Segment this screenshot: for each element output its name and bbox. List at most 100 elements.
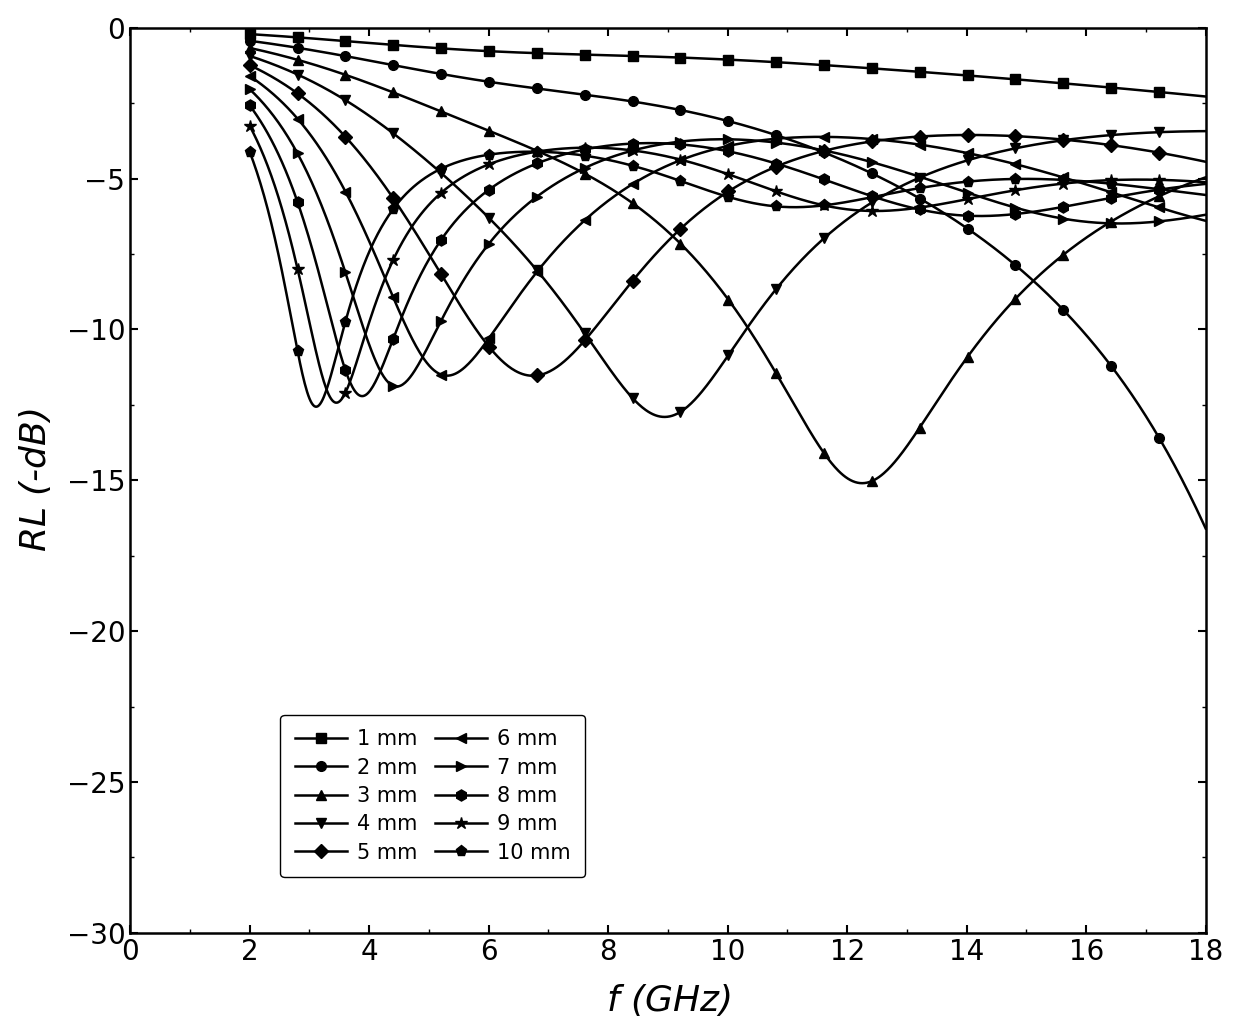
6 mm — [440, 369, 455, 382]
8 mm — [301, 230, 316, 242]
4 mm — [657, 411, 672, 423]
3 mm — [822, 455, 837, 468]
4 mm — [1066, 132, 1081, 145]
6 mm — [852, 132, 867, 145]
6 mm — [799, 130, 813, 143]
5 mm — [968, 128, 983, 141]
8 mm — [799, 167, 813, 179]
Line: 10 mm: 10 mm — [244, 146, 1211, 412]
5 mm — [242, 59, 257, 71]
1 mm — [967, 69, 982, 82]
6 mm — [823, 130, 838, 143]
10 mm — [853, 194, 868, 206]
8 mm — [968, 210, 983, 223]
4 mm — [968, 152, 983, 165]
7 mm — [242, 83, 257, 95]
5 mm — [1198, 155, 1213, 168]
9 mm — [301, 310, 316, 323]
5 mm — [799, 150, 813, 162]
10 mm — [970, 175, 985, 187]
Line: 6 mm: 6 mm — [244, 71, 1210, 381]
8 mm — [355, 390, 370, 403]
10 mm — [1198, 188, 1213, 201]
4 mm — [301, 73, 316, 86]
3 mm — [797, 417, 812, 430]
1 mm — [242, 28, 257, 40]
10 mm — [242, 146, 257, 158]
3 mm — [301, 57, 316, 69]
1 mm — [301, 32, 316, 45]
9 mm — [242, 120, 257, 132]
2 mm — [1198, 523, 1213, 535]
2 mm — [301, 43, 316, 56]
Line: 5 mm: 5 mm — [244, 60, 1210, 381]
7 mm — [1198, 208, 1213, 220]
10 mm — [800, 201, 815, 213]
7 mm — [389, 380, 404, 392]
8 mm — [1066, 199, 1081, 211]
Line: 1 mm: 1 mm — [244, 29, 1210, 101]
7 mm — [852, 153, 867, 166]
5 mm — [1066, 135, 1081, 147]
Line: 8 mm: 8 mm — [244, 100, 1211, 402]
9 mm — [1198, 176, 1213, 188]
10 mm — [301, 389, 316, 402]
7 mm — [1066, 214, 1081, 227]
9 mm — [823, 201, 838, 213]
1 mm — [852, 61, 867, 73]
5 mm — [301, 95, 316, 108]
7 mm — [968, 189, 983, 202]
9 mm — [329, 396, 343, 409]
4 mm — [799, 249, 813, 262]
1 mm — [822, 59, 837, 71]
7 mm — [799, 141, 813, 153]
10 mm — [525, 146, 539, 158]
8 mm — [242, 99, 257, 112]
2 mm — [822, 149, 837, 161]
6 mm — [301, 126, 316, 139]
3 mm — [242, 41, 257, 54]
7 mm — [301, 169, 316, 181]
6 mm — [1066, 175, 1081, 187]
8 mm — [823, 176, 838, 188]
8 mm — [1198, 178, 1213, 190]
7 mm — [823, 146, 838, 158]
10 mm — [1068, 175, 1083, 187]
4 mm — [823, 226, 838, 238]
X-axis label: $f$ (GHz): $f$ (GHz) — [605, 982, 730, 1018]
2 mm — [852, 161, 867, 174]
2 mm — [967, 228, 982, 240]
2 mm — [1065, 314, 1080, 326]
6 mm — [242, 69, 257, 82]
5 mm — [852, 137, 867, 149]
6 mm — [1198, 214, 1213, 227]
3 mm — [968, 339, 983, 352]
10 mm — [309, 401, 324, 413]
Line: 3 mm: 3 mm — [244, 43, 1210, 489]
1 mm — [797, 58, 812, 70]
9 mm — [968, 191, 983, 204]
2 mm — [797, 139, 812, 151]
2 mm — [242, 34, 257, 47]
8 mm — [852, 186, 867, 199]
9 mm — [1066, 176, 1081, 188]
Line: 2 mm: 2 mm — [244, 36, 1210, 533]
10 mm — [825, 198, 839, 210]
Legend: 1 mm, 2 mm, 3 mm, 4 mm, 5 mm, 6 mm, 7 mm, 8 mm, 9 mm, 10 mm: 1 mm, 2 mm, 3 mm, 4 mm, 5 mm, 6 mm, 7 mm… — [280, 714, 585, 877]
Y-axis label: $RL$ (-dB): $RL$ (-dB) — [16, 408, 52, 553]
5 mm — [526, 369, 541, 382]
1 mm — [1065, 78, 1080, 90]
Line: 7 mm: 7 mm — [244, 85, 1210, 391]
3 mm — [852, 477, 867, 490]
Line: 9 mm: 9 mm — [243, 120, 1211, 409]
5 mm — [823, 143, 838, 155]
3 mm — [1066, 240, 1081, 253]
1 mm — [1198, 90, 1213, 102]
6 mm — [968, 149, 983, 161]
3 mm — [1198, 171, 1213, 183]
9 mm — [852, 204, 867, 216]
4 mm — [242, 50, 257, 62]
3 mm — [854, 477, 869, 490]
9 mm — [799, 195, 813, 207]
4 mm — [1198, 125, 1213, 138]
